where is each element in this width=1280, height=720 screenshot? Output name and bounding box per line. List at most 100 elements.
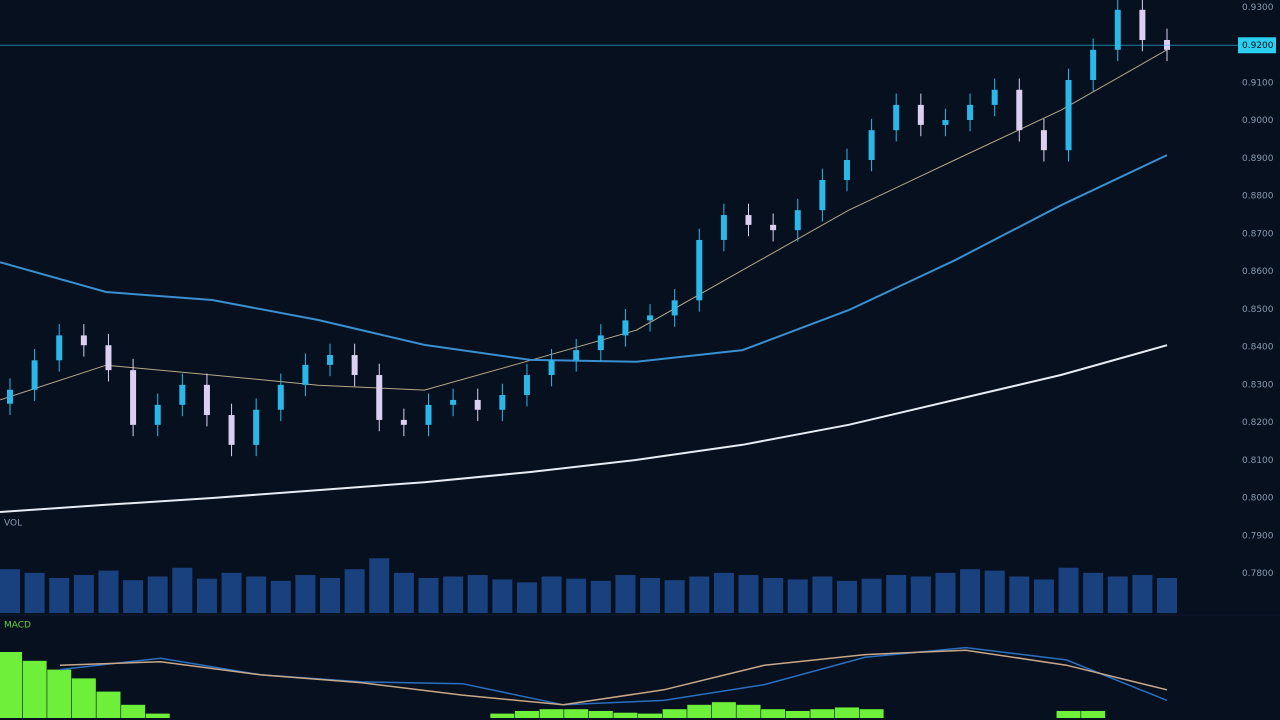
histogram-bar [564,709,589,718]
oscillator-line [59,649,1168,706]
histogram-bar [71,678,96,718]
volume-bar [98,570,119,613]
volume-bar [738,575,759,613]
volume-bar [0,569,20,613]
volume-bar [246,576,267,613]
y-tick-label: 0.8100 [1242,456,1274,466]
y-tick-label: 0.8800 [1242,192,1274,202]
histogram-bar [121,704,146,718]
volume-bar [1157,577,1177,613]
histogram-bar [859,709,884,718]
candle-body [819,179,826,211]
candle-body [671,300,678,316]
volume-bar [1033,579,1054,613]
y-tick-label: 0.9300 [1242,3,1274,13]
candle-body [647,315,654,321]
volume-bar [1058,567,1079,613]
candle-body [327,355,334,365]
y-tick-label: 0.8900 [1242,154,1274,164]
volume-bar [763,577,784,613]
y-tick-label: 0.7900 [1242,531,1274,541]
candle-body [893,104,900,131]
histogram-bar [96,691,121,718]
candle-body [720,215,727,240]
volume-bar [1083,572,1104,613]
volume-bar [320,577,341,613]
candle-body [622,320,629,336]
histogram-bar [22,660,47,718]
candle-body [794,210,801,231]
volume-bar [49,577,70,613]
histogram-bar [613,712,638,718]
histogram-bar [1056,710,1081,718]
candle-body [228,415,235,445]
volume-bar [393,572,414,613]
volume-bar [910,576,931,613]
volume-bar [886,575,907,613]
candle-body [843,159,850,180]
candle-body [548,360,555,376]
moving-average [0,154,1168,363]
candle-body [745,215,752,225]
y-tick-label: 0.9100 [1242,79,1274,89]
volume-bar [640,577,661,613]
histogram-bar [1081,710,1106,718]
candle-body [31,360,38,390]
y-tick-label: 0.8500 [1242,305,1274,315]
candle-body [179,384,186,405]
volume-bar [689,576,710,613]
candle-body [1065,79,1072,151]
candle-body [253,409,260,445]
histogram-bar [539,709,564,718]
volume-bar [492,579,513,613]
moving-average [0,344,1168,513]
histogram-bar [588,710,613,718]
histogram-bar [662,709,687,718]
candle-body [942,119,949,125]
candle-body [1114,9,1121,50]
volume-bar [147,576,168,613]
candle-body [56,335,63,361]
volume-bar [467,575,488,613]
moving-average [0,49,1168,401]
volume-bar [24,572,45,613]
candle-body [7,389,13,404]
candle-body [868,130,875,160]
histogram-bar [736,704,761,718]
volume-bar [196,578,217,613]
volume-bar [1009,576,1030,613]
y-tick-label: 0.9000 [1242,116,1274,126]
candle-body [1139,9,1146,40]
volume-bar [812,576,833,613]
candle-body [302,364,309,385]
candle-body [573,350,580,361]
current-price-label: 0.9200 [1242,41,1274,51]
candle-body [376,375,383,420]
volume-bar [369,558,390,613]
candle-body [400,419,407,425]
histogram-bar [514,710,539,718]
candle-body [351,355,358,376]
candle-body [203,384,210,416]
y-tick-label: 0.8700 [1242,229,1274,239]
volume-title: VOL [4,519,22,529]
candle-body [277,384,284,410]
volume-bar [123,580,144,613]
histogram-bar [711,702,736,718]
candle-body [499,395,506,410]
candle-body [967,104,974,120]
volume-bar [664,580,685,613]
candle-body [696,239,703,301]
volume-bar [566,578,587,613]
y-tick-label: 0.8600 [1242,267,1274,277]
volume-bar [861,578,882,613]
candle-body [917,104,924,125]
candle-body [1040,130,1047,151]
volume-bar [295,575,316,613]
volume-bar [221,572,242,613]
volume-bar [713,572,734,613]
y-tick-label: 0.8200 [1242,418,1274,428]
candle-body [80,335,87,346]
candle-body [474,399,481,410]
histogram-bar [145,713,170,718]
